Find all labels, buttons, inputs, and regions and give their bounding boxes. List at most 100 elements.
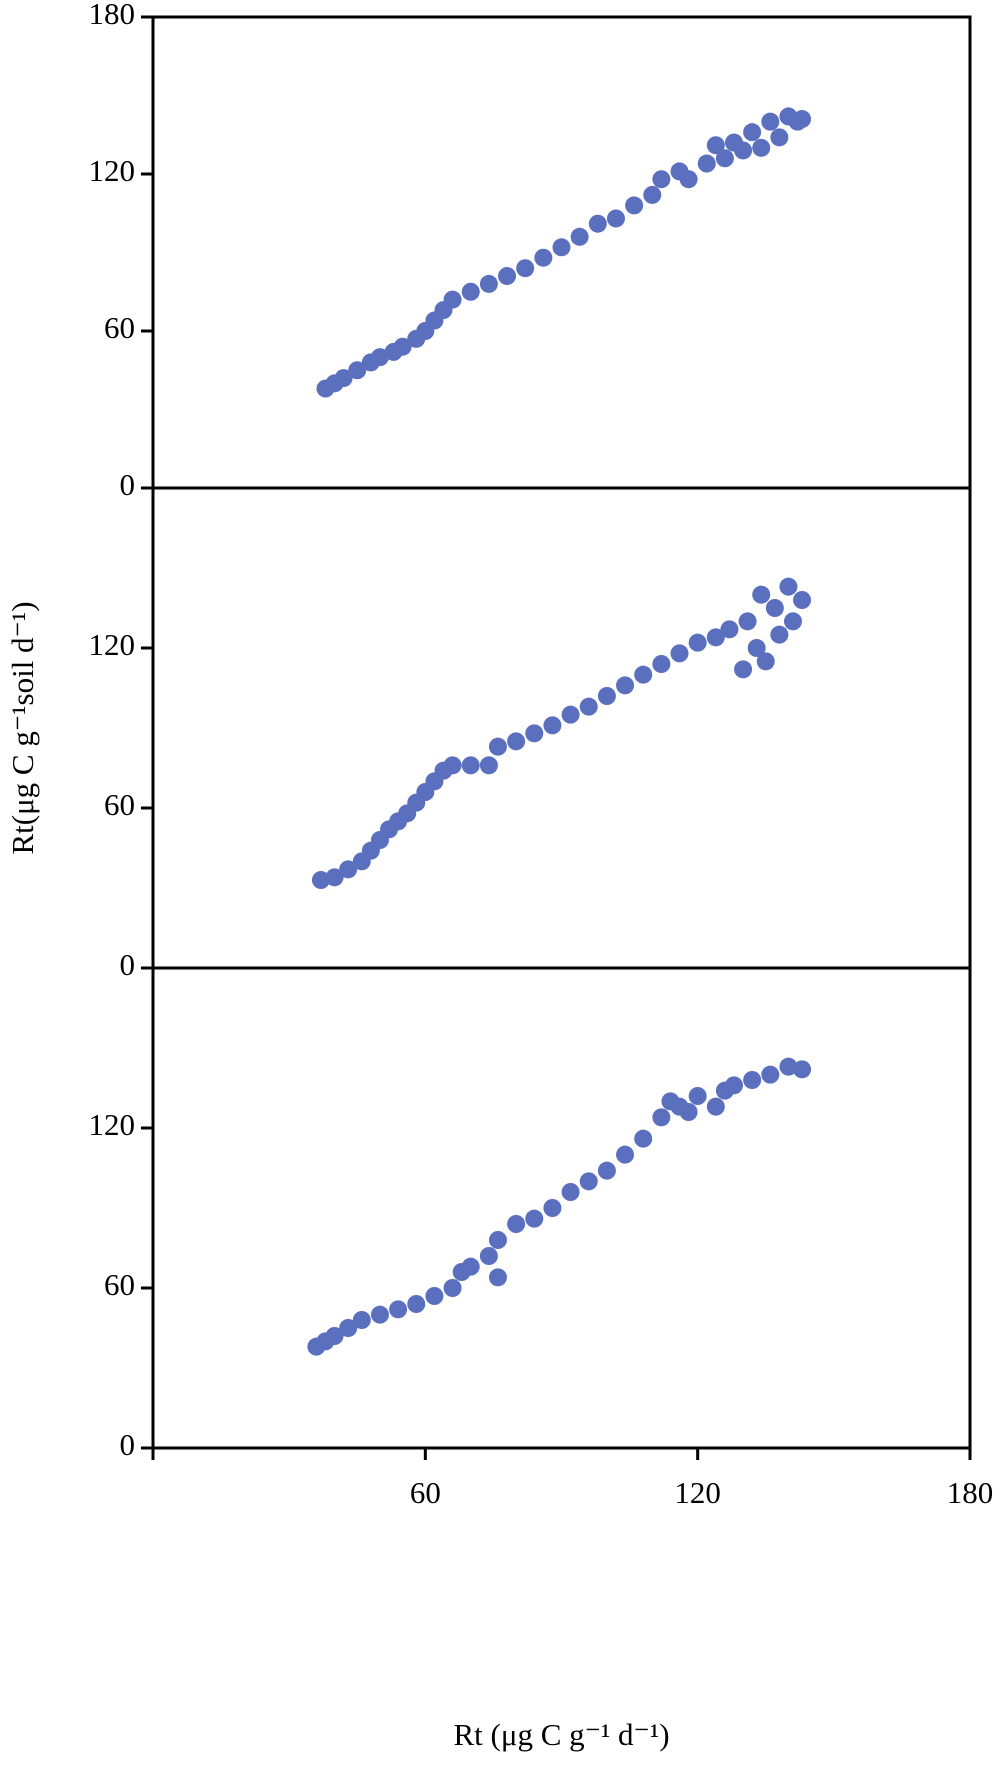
scatter-point (588, 214, 607, 233)
scatter-point (579, 1172, 598, 1191)
scatter-point (339, 1319, 358, 1337)
scatter-point (643, 185, 662, 204)
scatter-point (652, 170, 671, 189)
y-tick-label: 180 (89, 0, 136, 31)
scatter-point (652, 1108, 671, 1127)
scatter-point (479, 274, 498, 293)
scatter-point (720, 620, 739, 639)
scatter-point (488, 1231, 507, 1249)
scatter-point (752, 585, 771, 604)
scatter-point (525, 1209, 544, 1228)
y-tick-label: 0 (120, 947, 136, 982)
scatter-point (734, 660, 753, 679)
scatter-point (606, 209, 625, 228)
scatter-point (488, 1268, 507, 1287)
scatter-point (652, 655, 671, 673)
x-tick-label: 60 (410, 1475, 441, 1510)
scatter-point (370, 1305, 389, 1324)
scatter-point (715, 149, 734, 168)
scatter-point (770, 625, 789, 644)
y-tick-label: 0 (120, 467, 136, 502)
scatter-point (679, 170, 698, 189)
scatter-point (688, 1087, 707, 1105)
scatter-point (325, 1327, 344, 1345)
plot-frame (151, 966, 972, 1450)
scatter-point (616, 676, 635, 695)
scatter-point (783, 612, 802, 631)
scatter-point (393, 337, 412, 356)
scatter-point (479, 756, 498, 775)
scatter-point (706, 136, 725, 155)
scatter-point (743, 123, 762, 142)
scatter-point (688, 633, 707, 652)
scatter-point (706, 628, 725, 647)
scatter-point (461, 1257, 480, 1276)
scatter-point (734, 141, 753, 160)
scatter-point (793, 1060, 812, 1079)
scatter-point (697, 154, 716, 173)
scatter-point (779, 577, 798, 596)
scatter-point (616, 1145, 635, 1164)
scatter-point (443, 1279, 462, 1297)
scatter-point (525, 724, 544, 743)
scatter-point (443, 756, 462, 775)
plot-frame (151, 486, 972, 970)
scatter-point (570, 227, 589, 246)
scatter-point (793, 591, 812, 609)
scatter-point (579, 697, 598, 716)
scatter-point (461, 756, 480, 775)
scatter-point (334, 369, 353, 388)
scatter-point (779, 1057, 798, 1076)
scatter-point (552, 238, 571, 257)
scatter-point (793, 110, 812, 129)
scatter-point (325, 868, 344, 887)
y-tick-label: 0 (120, 1427, 136, 1462)
y-tick-label: 60 (104, 310, 135, 345)
scatter-point (339, 860, 358, 879)
scatter-point (670, 644, 689, 663)
scatter-point (543, 1199, 562, 1217)
scatter-point (461, 282, 480, 301)
y-tick-label: 60 (104, 1267, 135, 1302)
scatter-point (761, 1065, 780, 1084)
x-tick-label: 120 (674, 1475, 721, 1510)
scatter-point (561, 1183, 580, 1201)
scatter-point (561, 705, 580, 724)
scatter-point (724, 1076, 743, 1095)
scatter-point (752, 138, 771, 157)
scatter-point (625, 196, 644, 215)
scatter-point (597, 1161, 616, 1180)
scatter-point (507, 1215, 526, 1233)
y-tick-label: 60 (104, 787, 135, 822)
scatter-point (389, 1300, 408, 1319)
x-axis-label: Rt (μg C g⁻¹ d⁻¹) (453, 1717, 669, 1752)
y-axis-label: Rt(μg C g⁻¹soil d⁻¹) (5, 601, 40, 854)
scatter-point (634, 665, 653, 684)
scatter-point (498, 267, 517, 286)
scatter-point (765, 599, 784, 617)
scatter-point (770, 128, 789, 147)
scatter-point (534, 248, 553, 267)
scatter-point (407, 1295, 426, 1313)
x-tick-label: 180 (947, 1475, 994, 1510)
scatter-point (479, 1247, 498, 1265)
scatter-point (597, 687, 616, 705)
scatter-point (507, 732, 526, 751)
scatter-point (488, 737, 507, 756)
scatter-point (743, 1071, 762, 1089)
scatter-point (443, 290, 462, 309)
y-tick-label: 120 (89, 627, 136, 662)
scatter-point (516, 259, 535, 278)
y-tick-label: 120 (89, 153, 136, 188)
scatter-point (370, 348, 389, 367)
scatter-point (425, 1287, 444, 1305)
scatter-point (348, 361, 367, 380)
scatter-point (543, 716, 562, 735)
scatter-point (634, 1129, 653, 1148)
scatter-point (761, 112, 780, 131)
scatter-point (756, 652, 775, 671)
scatter-point (747, 639, 766, 657)
y-tick-label: 120 (89, 1107, 136, 1142)
scatter-point (311, 871, 330, 889)
